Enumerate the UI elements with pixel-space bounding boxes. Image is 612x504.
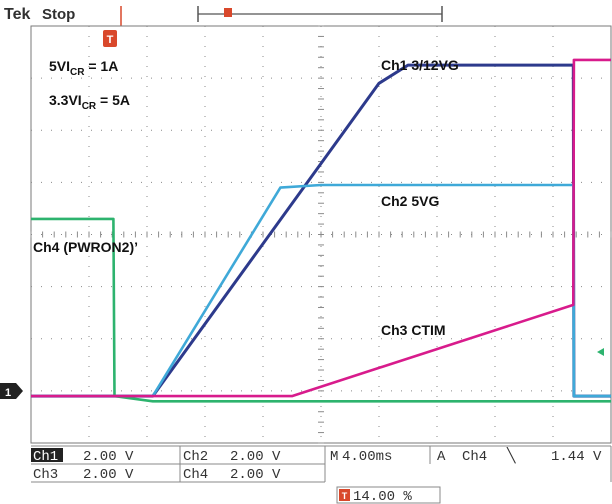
traces (31, 58, 611, 403)
ch3-scale: 2.00 V (83, 467, 134, 483)
ch3-label: Ch3 (33, 467, 58, 483)
trigger-level: 1.44 V (551, 449, 602, 465)
trigger-position-icon (224, 8, 232, 17)
svg-text:T: T (107, 34, 114, 46)
brand-label: Tek (4, 6, 30, 23)
ground-reference-icon: 1 (0, 383, 23, 399)
trigger-marker-icon: T (103, 30, 117, 47)
timebase-prefix: M (330, 449, 338, 465)
ch4-label: Ch4 (183, 467, 208, 483)
ch2-scale: 2.00 V (230, 449, 281, 465)
timebase-value: 4.00ms (342, 449, 392, 465)
ch1-label: Ch1 (33, 449, 58, 465)
trigger-level-arrow-icon (597, 348, 604, 356)
trigger-position: 14.00 % (353, 489, 412, 504)
ch4-trace-label: Ch4 (PWRON2)’ (33, 239, 138, 255)
svg-text:T: T (342, 491, 348, 501)
trigger-slope-icon: ╲ (506, 447, 517, 465)
record-position-indicator (197, 6, 443, 22)
condition-5v-current: 5VICR = 1A (49, 58, 118, 78)
ch3-trace (31, 58, 611, 398)
trigger-source: Ch4 (462, 449, 487, 465)
acquisition-state: Stop (42, 6, 75, 23)
svg-text:1: 1 (5, 387, 11, 399)
ch2-trace-label: Ch2 5VG (381, 193, 439, 209)
ch2-label: Ch2 (183, 449, 208, 465)
ch4-scale: 2.00 V (230, 467, 281, 483)
ch1-trace-label: Ch1 3/12VG (381, 57, 459, 73)
ch3-trace-label: Ch3 CTIM (381, 322, 446, 338)
status-panel: Ch1 2.00 V Ch2 2.00 V Ch3 2.00 V Ch4 2.0… (31, 445, 612, 504)
condition-3v3-current: 3.3VICR = 5A (49, 92, 130, 112)
trigger-mode: A (437, 449, 446, 465)
ch1-scale: 2.00 V (83, 449, 134, 465)
graticule (30, 25, 612, 444)
